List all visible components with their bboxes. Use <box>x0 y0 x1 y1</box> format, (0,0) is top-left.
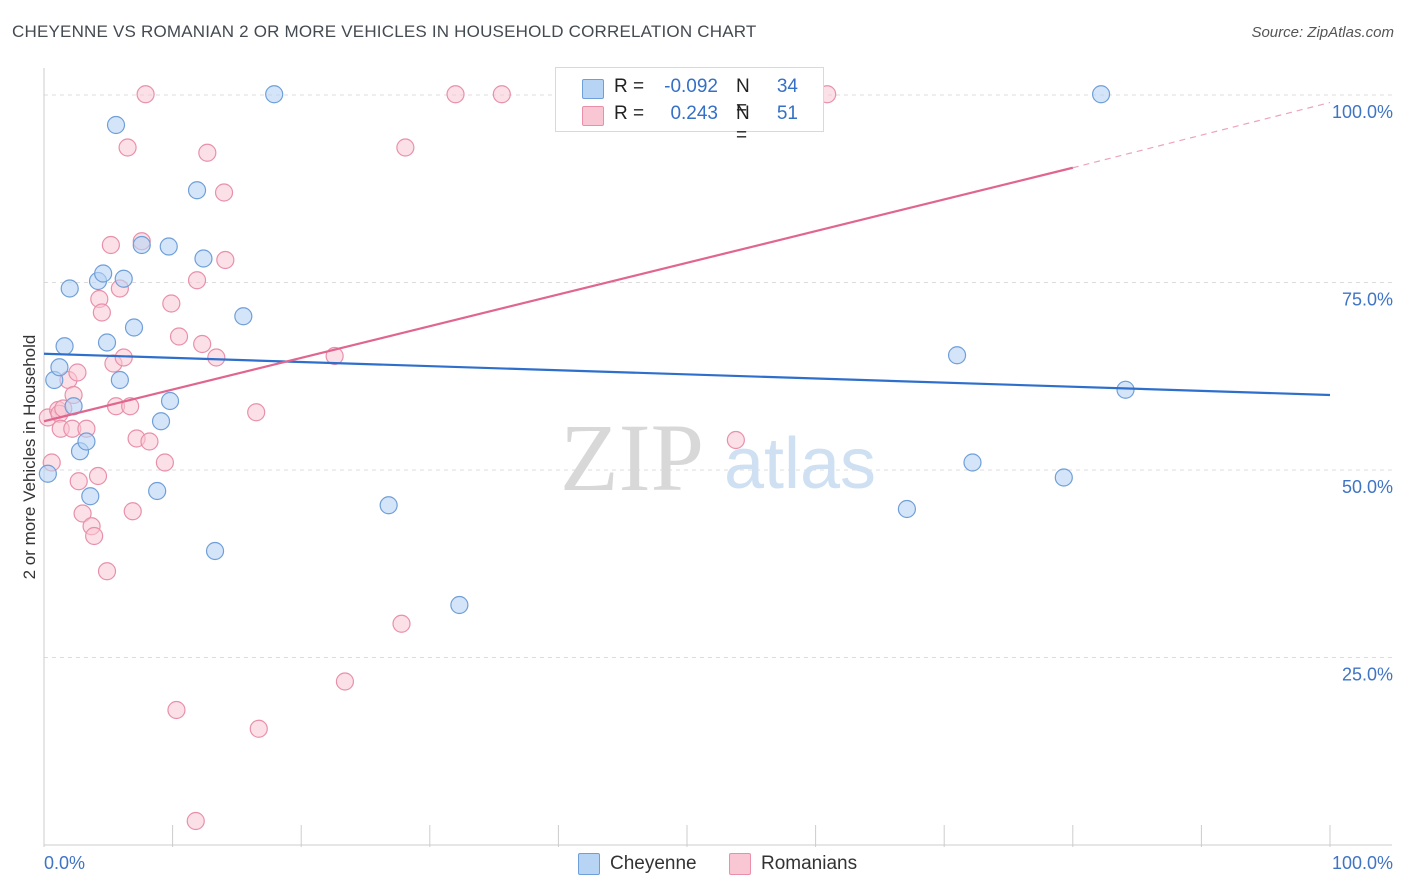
cheyenne-point <box>110 370 129 390</box>
y-tick-label: 75.0% <box>1342 290 1393 310</box>
cheyenne-swatch <box>582 79 604 99</box>
cheyenne-legend-label: Cheyenne <box>610 853 697 874</box>
watermark-atlas: atlas <box>724 424 876 504</box>
x-tick-label-min: 0.0% <box>44 853 85 873</box>
romanian-legend-swatch <box>729 853 751 875</box>
cheyenne-point <box>1116 380 1135 399</box>
romanian-point <box>247 403 266 422</box>
cheyenne-point <box>97 333 117 352</box>
romanian-point <box>155 453 174 472</box>
cheyenne-point <box>234 307 253 326</box>
cheyenne-point <box>151 412 171 431</box>
cheyenne-point <box>1091 85 1111 104</box>
legend-romanian-n: 51 <box>776 103 798 124</box>
watermark-zip: ZIP <box>560 404 704 511</box>
romanian-point <box>169 327 189 346</box>
y-tick-label: 50.0% <box>1342 477 1393 497</box>
legend-cheyenne-r: -0.092 <box>664 76 718 97</box>
romanian-point <box>207 348 226 367</box>
romanian-point <box>97 562 117 581</box>
romanian-point <box>193 334 212 354</box>
legend-romanian-r: 0.243 <box>670 103 718 124</box>
romanian-point <box>69 472 88 491</box>
cheyenne-point <box>187 181 207 200</box>
cheyenne-trend-line <box>43 352 1331 397</box>
cheyenne-point <box>81 487 100 506</box>
romanian-point <box>118 138 137 157</box>
correlation-legend: R = -0.092 N = 34 R = 0.243 N = 51 <box>555 67 824 146</box>
cheyenne-point <box>38 464 57 483</box>
cheyenne-point <box>148 481 167 501</box>
y-tick-label: 100.0% <box>1332 102 1393 122</box>
legend-n-label: N = <box>736 103 750 146</box>
x-tick-label-max: 100.0% <box>1332 853 1393 873</box>
romanian-point <box>162 294 181 313</box>
cheyenne-point <box>124 318 144 337</box>
romanian-point <box>492 85 511 104</box>
cheyenne-point <box>77 432 96 451</box>
romanian-trend-line <box>43 166 1074 423</box>
chart-title: CHEYENNE VS ROMANIAN 2 OR MORE VEHICLES … <box>12 22 757 41</box>
romanian-point <box>73 504 92 523</box>
cheyenne-point <box>160 391 180 411</box>
cheyenne-point <box>114 269 133 288</box>
romanian-point <box>214 183 234 202</box>
cheyenne-point <box>963 453 982 472</box>
romanian-point <box>101 235 120 255</box>
cheyenne-point <box>897 499 917 519</box>
cheyenne-point <box>55 337 74 356</box>
romanian-point <box>198 143 217 162</box>
romanian-point <box>92 303 111 322</box>
cheyenne-point <box>106 115 126 135</box>
legend-r-label: R = <box>614 103 645 124</box>
tick-labels: 25.0% 50.0% 75.0% 100.0% 0.0% 100.0% <box>44 102 1393 873</box>
source-credit: Source: ZipAtlas.com <box>1251 24 1394 41</box>
cheyenne-point <box>379 496 398 515</box>
legend-n-label: N = <box>736 76 750 119</box>
romanian-point <box>216 250 235 270</box>
romanian-point <box>88 466 108 486</box>
cheyenne-point <box>94 264 113 283</box>
cheyenne-points <box>38 85 1135 615</box>
cheyenne-point <box>947 346 967 365</box>
romanian-trend-extension <box>1072 101 1331 169</box>
axes <box>43 68 1392 847</box>
romanian-point <box>186 811 205 831</box>
romanian-point <box>167 700 186 720</box>
y-tick-label: 25.0% <box>1342 665 1393 685</box>
romanian-legend-label: Romanians <box>761 853 858 874</box>
legend-r-label: R = <box>614 76 645 97</box>
romanian-point <box>136 85 155 104</box>
romanian-point <box>85 526 104 546</box>
cheyenne-point <box>450 595 469 615</box>
watermark: ZIP atlas <box>560 404 876 511</box>
cheyenne-point <box>50 358 69 377</box>
romanian-point <box>396 138 415 157</box>
romanian-point <box>140 432 159 451</box>
cheyenne-point <box>194 249 213 268</box>
romanian-point <box>187 271 207 290</box>
romanian-point <box>249 719 268 738</box>
cheyenne-point <box>1054 468 1073 487</box>
cheyenne-point <box>265 85 284 104</box>
cheyenne-point <box>60 279 79 298</box>
legend-cheyenne-n: 34 <box>776 76 798 97</box>
romanian-point <box>68 363 87 382</box>
romanian-point <box>123 502 142 521</box>
cheyenne-point <box>205 541 225 561</box>
trend-lines <box>43 101 1331 423</box>
romanian-swatch <box>582 106 604 126</box>
romanian-points <box>38 85 837 831</box>
romanian-point <box>446 85 465 104</box>
cheyenne-point <box>159 237 178 256</box>
romanian-point <box>335 672 355 691</box>
romanian-point <box>392 614 411 633</box>
cheyenne-legend-swatch <box>578 853 600 875</box>
romanian-point <box>726 430 745 450</box>
cheyenne-point <box>132 235 151 255</box>
